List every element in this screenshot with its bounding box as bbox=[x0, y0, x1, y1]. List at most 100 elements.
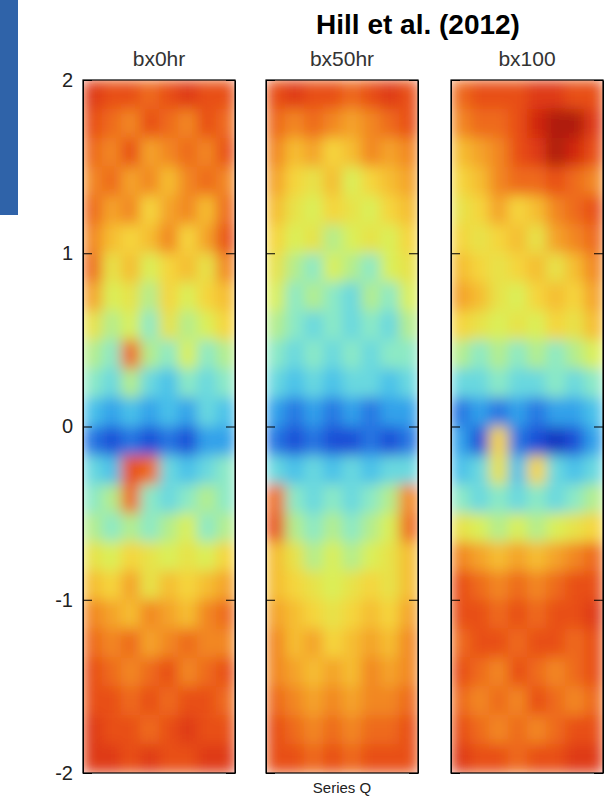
cell bbox=[361, 686, 381, 715]
cell bbox=[216, 138, 235, 167]
tick bbox=[266, 773, 275, 774]
cell bbox=[102, 658, 122, 687]
cell bbox=[527, 167, 547, 196]
cell bbox=[159, 109, 179, 138]
cell bbox=[584, 484, 603, 513]
cell bbox=[451, 629, 471, 658]
panel-title: bx0hr bbox=[133, 47, 186, 70]
cell bbox=[451, 311, 471, 340]
tick: -2 bbox=[55, 762, 92, 784]
cell bbox=[565, 138, 585, 167]
cell bbox=[342, 138, 362, 167]
cell bbox=[304, 167, 324, 196]
cell bbox=[83, 686, 103, 715]
cell bbox=[121, 542, 141, 571]
cell bbox=[304, 196, 324, 225]
cell bbox=[342, 340, 362, 369]
cell bbox=[83, 80, 103, 109]
cell bbox=[216, 224, 235, 253]
cell bbox=[121, 138, 141, 167]
cell bbox=[102, 398, 122, 427]
cell bbox=[380, 571, 400, 600]
tick bbox=[226, 600, 235, 601]
cell bbox=[451, 196, 471, 225]
cell bbox=[159, 571, 179, 600]
cell bbox=[565, 196, 585, 225]
cell bbox=[323, 542, 343, 571]
cell bbox=[304, 398, 324, 427]
cell bbox=[508, 600, 528, 629]
cell bbox=[323, 282, 343, 311]
cell bbox=[304, 311, 324, 340]
cell bbox=[546, 629, 566, 658]
cell bbox=[451, 744, 471, 773]
cell bbox=[546, 600, 566, 629]
cell bbox=[323, 629, 343, 658]
cell bbox=[470, 138, 490, 167]
cell bbox=[361, 253, 381, 282]
cell bbox=[584, 80, 603, 109]
cell bbox=[102, 109, 122, 138]
tick-label: -1 bbox=[55, 589, 73, 611]
cell bbox=[380, 109, 400, 138]
cell bbox=[121, 427, 141, 456]
plot-area bbox=[83, 80, 235, 773]
cell bbox=[508, 311, 528, 340]
cell bbox=[470, 484, 490, 513]
cell bbox=[121, 340, 141, 369]
cell bbox=[304, 658, 324, 687]
cell bbox=[399, 513, 418, 542]
cell bbox=[178, 686, 198, 715]
cell bbox=[121, 629, 141, 658]
tick-mark bbox=[594, 600, 603, 601]
cell bbox=[527, 571, 547, 600]
cell bbox=[159, 369, 179, 398]
cell bbox=[451, 513, 471, 542]
cell bbox=[266, 455, 286, 484]
cell bbox=[451, 686, 471, 715]
cell bbox=[584, 138, 603, 167]
cell bbox=[508, 658, 528, 687]
panel: bx100 bbox=[451, 47, 604, 774]
cell bbox=[140, 398, 160, 427]
cell bbox=[285, 571, 305, 600]
cell bbox=[140, 513, 160, 542]
cell bbox=[546, 167, 566, 196]
cell bbox=[178, 455, 198, 484]
cell bbox=[489, 629, 509, 658]
cell bbox=[216, 484, 235, 513]
cell bbox=[342, 109, 362, 138]
cell bbox=[584, 658, 603, 687]
cell bbox=[470, 109, 490, 138]
cell bbox=[342, 311, 362, 340]
cell bbox=[159, 80, 179, 109]
cell bbox=[216, 196, 235, 225]
cell bbox=[399, 658, 418, 687]
cell bbox=[178, 484, 198, 513]
cell bbox=[83, 455, 103, 484]
cell bbox=[584, 542, 603, 571]
cell bbox=[216, 686, 235, 715]
tick-mark bbox=[409, 427, 418, 428]
tick bbox=[409, 80, 418, 81]
cell bbox=[216, 369, 235, 398]
cell bbox=[140, 369, 160, 398]
cell bbox=[361, 715, 381, 744]
cell bbox=[380, 282, 400, 311]
cell bbox=[323, 600, 343, 629]
tick bbox=[409, 253, 418, 254]
cell bbox=[584, 715, 603, 744]
cell bbox=[342, 427, 362, 456]
cell bbox=[470, 686, 490, 715]
cell bbox=[140, 311, 160, 340]
cell bbox=[266, 311, 286, 340]
cell bbox=[584, 455, 603, 484]
cell bbox=[266, 80, 286, 109]
cell bbox=[470, 455, 490, 484]
cell bbox=[140, 427, 160, 456]
title: Hill et al. (2012) bbox=[316, 9, 520, 40]
cell bbox=[304, 571, 324, 600]
cell bbox=[140, 658, 160, 687]
cell bbox=[508, 427, 528, 456]
cell bbox=[451, 542, 471, 571]
